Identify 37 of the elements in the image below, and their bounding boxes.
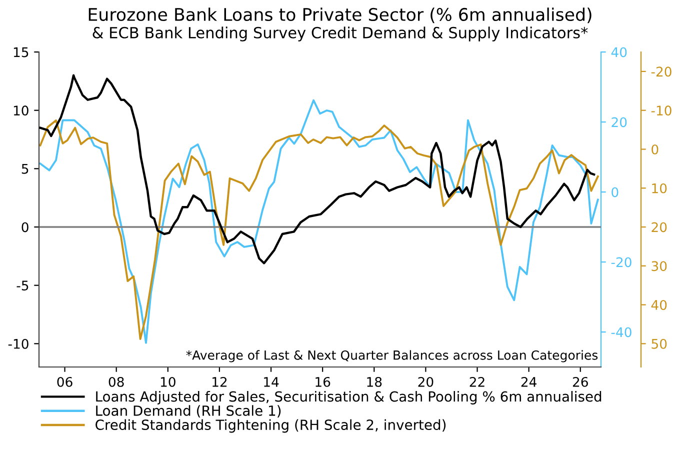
legend-label: Credit Standards Tightening (RH Scale 2, inverted) [96,419,446,433]
x-tick-label: 22 [470,376,484,387]
y-tick-label: 0 [22,222,28,232]
x-tick-label: 26 [572,376,588,387]
x-tick-label: 14 [264,377,279,387]
legend-label: Loans Adjusted for Sales, Securitisation & Cash Pooling % 6m annualised [96,391,602,404]
y2-tick-label: 0 [612,187,618,198]
x-tick-label: 18 [367,376,382,387]
y3-tick-label: 10 [652,183,667,194]
y3-tick-label: 40 [651,300,667,310]
y3-tick-label: -20 [651,66,672,77]
y-tick-label: -10 [8,338,28,349]
y-tick-label: 10 [14,106,28,116]
y-tick-label: 15 [14,47,28,58]
y2-tick-label: -40 [611,327,632,338]
y2-tick-label: 40 [611,47,627,58]
y3-tick-label: 50 [652,338,667,349]
x-tick-label: 20 [418,376,434,387]
x-tick-label: 16 [316,376,330,387]
legend-label: Loan Demand (RH Scale 1) [96,405,281,418]
x-tick-label: 12 [212,376,227,387]
x-tick-label: 06 [57,376,72,387]
y3-tick-label: -10 [651,106,672,116]
y3-tick-label: 20 [652,222,667,232]
y3-tick-label: 30 [652,261,667,272]
y2-tick-label: -20 [611,257,632,268]
y-tick-label: 5 [22,164,28,174]
y-tick-label: -5 [16,280,28,291]
chart-subtitle: & ECB Bank Lending Survey Credit Demand & Supply Indicators* [92,26,588,42]
x-tick-label: 10 [160,376,176,387]
x-tick-label: 08 [108,376,124,387]
line-series [39,74,596,264]
y3-tick-label: 0 [652,144,658,154]
chart-title: Eurozone Bank Loans to Private Sector (% 6m annualised) [88,8,592,24]
y2-tick-label: 20 [612,117,627,128]
x-tick-label: 24 [521,376,536,387]
annotation: *Average of Last & Next Quarter Balances across Loan Categories [186,350,598,362]
